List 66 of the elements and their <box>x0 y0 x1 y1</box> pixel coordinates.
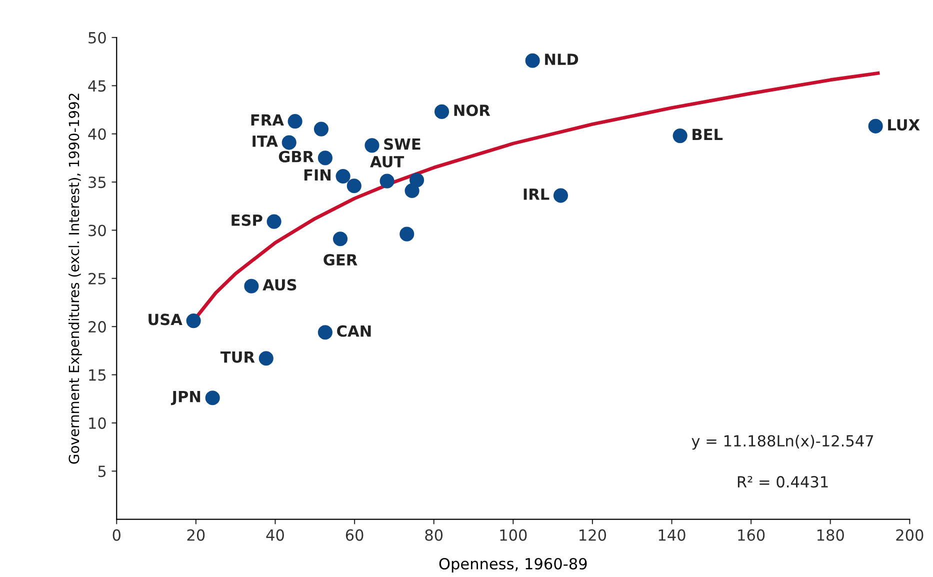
x-tick-label: 40 <box>266 529 284 541</box>
point <box>364 138 380 153</box>
annotation: R² = 0.4431 <box>738 476 828 488</box>
point <box>318 325 332 340</box>
annotation: GBR <box>278 150 314 162</box>
y-axis-title: Government Expenditures (excl. Interest), 1990-1992 <box>68 94 82 464</box>
annotation: NOR <box>454 104 490 116</box>
annotation: GER <box>324 254 358 266</box>
point <box>258 351 274 366</box>
point <box>672 128 688 144</box>
x-tick-label: 0 <box>112 529 120 541</box>
x-tick-label: 100 <box>500 529 527 541</box>
annotation: TUR <box>220 351 255 363</box>
point <box>288 114 302 129</box>
point <box>525 53 540 68</box>
y-tick-label: 30 <box>88 224 106 236</box>
y-tick-label: 10 <box>89 417 106 429</box>
annotation: AUT <box>370 156 404 168</box>
point <box>434 104 450 119</box>
y-tick-label: 15 <box>89 369 106 381</box>
point <box>318 150 332 166</box>
y-tick-label: 35 <box>88 176 106 188</box>
annotation: JPN <box>170 390 200 406</box>
annotation: NLD <box>545 54 578 65</box>
point <box>553 188 568 203</box>
annotation: y = 11.188Ln(x)-12.547 <box>692 434 874 450</box>
annotation: LUX <box>888 119 920 131</box>
annotation: AUS <box>262 278 296 291</box>
point <box>332 232 348 246</box>
y-tick-label: 45 <box>88 80 106 92</box>
point <box>186 314 201 328</box>
x-tick-label: 60 <box>346 529 364 541</box>
annotation: SWE <box>384 138 420 150</box>
annotation: FRA <box>251 114 284 126</box>
x-tick-label: 20 <box>187 529 205 541</box>
point <box>244 278 259 294</box>
point <box>380 174 394 188</box>
point <box>314 122 329 136</box>
point <box>336 168 350 184</box>
x-tick-label: 80 <box>425 529 443 541</box>
annotation: FIN <box>304 169 331 180</box>
x-tick-label: 180 <box>817 529 844 541</box>
point <box>400 226 414 242</box>
point <box>282 135 296 150</box>
x-axis-title: Openness, 1960-89 <box>439 558 587 572</box>
y-tick-label: 5 <box>98 466 106 478</box>
y-tick-label: 25 <box>88 272 106 284</box>
point <box>346 178 362 194</box>
point <box>266 214 282 229</box>
annotation: BEL <box>692 128 723 140</box>
x-tick-label: 120 <box>580 529 606 541</box>
y-tick-label: 40 <box>88 128 106 140</box>
annotation: USA <box>148 314 182 326</box>
annotation: IRL <box>524 188 550 200</box>
y-tick-label: 20 <box>88 321 106 333</box>
annotation: ITA <box>252 136 278 147</box>
annotation: ESP <box>232 214 262 226</box>
x-tick-label: 160 <box>738 529 765 541</box>
point <box>868 118 883 134</box>
x-tick-label: 200 <box>896 529 924 541</box>
x-tick-label: 140 <box>658 529 686 541</box>
y-tick-label: 50 <box>88 32 106 44</box>
point <box>404 183 420 198</box>
annotation: CAN <box>337 325 371 337</box>
point <box>410 172 424 188</box>
point <box>205 390 220 406</box>
